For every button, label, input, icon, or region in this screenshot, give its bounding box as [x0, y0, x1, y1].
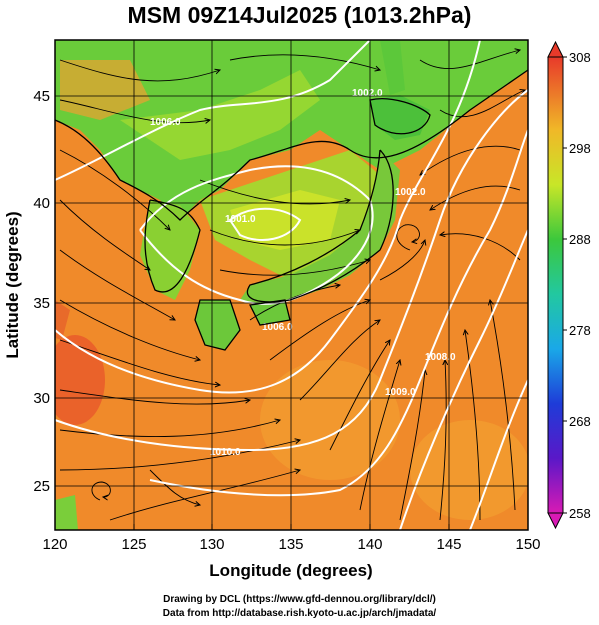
isobars: [55, 40, 528, 530]
credit-data-source: Data from http://database.rish.kyoto-u.a…: [162, 608, 437, 619]
colorbar-tick-label: 298: [569, 141, 591, 156]
isobar-label: 1002.0: [395, 187, 426, 198]
y-tick-label: 45: [33, 88, 50, 105]
y-tick-label: 40: [33, 195, 50, 212]
coastlines: [55, 69, 528, 351]
y-tick-labels: 25 30 35 40 45: [33, 88, 50, 495]
x-tick-marks: [54, 524, 529, 530]
isobar-label: 1006.0: [262, 322, 293, 333]
colorbar-max-triangle: [547, 40, 564, 58]
x-tick-label: 135: [278, 536, 303, 553]
graticule: [55, 40, 528, 530]
x-tick-label: 125: [121, 536, 146, 553]
x-tick-label: 145: [436, 536, 461, 553]
x-tick-label: 140: [357, 536, 382, 553]
colorbar-tick-label: 288: [569, 232, 591, 247]
y-axis-title: Latitude (degrees): [3, 211, 22, 358]
y-tick-label: 30: [33, 390, 50, 407]
y-tick-label: 35: [33, 295, 50, 312]
isobar-label: 1001.0: [225, 214, 256, 225]
isobar-label: 1002.0: [352, 88, 383, 99]
map-title: MSM 09Z14Jul2025 (1013.2hPa): [127, 2, 472, 28]
colorbar-tick-label: 278: [569, 323, 591, 338]
x-tick-labels: 120 125 130 135 140 145 150: [42, 536, 540, 553]
y-tick-label: 25: [33, 478, 50, 495]
isobar-label: 1010.0: [210, 447, 241, 458]
colorbar-min-triangle: [547, 512, 564, 530]
x-tick-label: 120: [42, 536, 67, 553]
colorbar-tick-label: 308: [569, 50, 591, 65]
isobar-label: 1008.0: [425, 352, 456, 363]
x-tick-label: 150: [515, 536, 540, 553]
colorbar: 308 298 288 278 268 258: [547, 40, 591, 530]
credit-drawing: Drawing by DCL (https://www.gfd-dennou.o…: [163, 594, 436, 605]
isobar-labels: 1002.0 1001.0 1002.0 1006.0 1010.0 1009.…: [150, 88, 456, 458]
x-tick-label: 130: [199, 536, 224, 553]
isobar-label: 1006.0: [150, 117, 181, 128]
isobar-label: 1009.0: [385, 387, 416, 398]
colorbar-tick-label: 258: [569, 506, 591, 521]
x-axis-title: Longitude (degrees): [209, 561, 372, 580]
colorbar-tick-label: 268: [569, 414, 591, 429]
